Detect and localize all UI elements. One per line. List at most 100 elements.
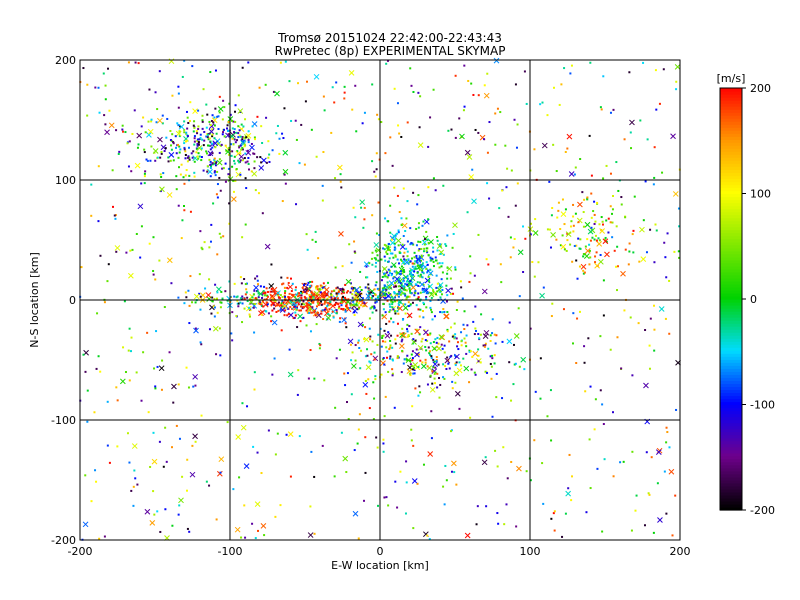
scatter-dot — [399, 333, 402, 336]
scatter-dot — [290, 301, 293, 304]
scatter-dot — [389, 346, 392, 349]
scatter-dot — [208, 328, 211, 331]
colorbar-segment — [720, 353, 742, 357]
scatter-dot — [415, 227, 418, 230]
scatter-dot — [252, 306, 255, 309]
colorbar-segment — [720, 133, 742, 137]
scatter-cross — [128, 272, 134, 279]
scatter-dot — [589, 61, 592, 64]
scatter-dot — [645, 451, 648, 454]
scatter-dot — [209, 163, 212, 166]
colorbar-segment — [720, 139, 742, 143]
scatter-dot — [568, 453, 571, 456]
scatter-cross — [674, 64, 681, 70]
scatter-dot — [418, 248, 421, 251]
x-axis-label: E-W location [km] — [331, 559, 429, 572]
scatter-dot — [425, 297, 428, 300]
scatter-dot — [514, 83, 517, 86]
scatter-dot — [408, 282, 411, 285]
scatter-dot — [432, 265, 435, 268]
colorbar-segment — [720, 289, 742, 294]
scatter-dot — [263, 534, 266, 537]
scatter-dot — [389, 344, 392, 347]
scatter-dot — [184, 150, 187, 153]
scatter-cross — [454, 390, 461, 397]
scatter-dot — [218, 176, 221, 179]
scatter-dot — [233, 155, 236, 158]
scatter-dot — [293, 305, 296, 308]
scatter-dot — [408, 270, 411, 273]
scatter-dot — [184, 291, 187, 294]
scatter-dot — [188, 530, 191, 533]
scatter-dot — [345, 291, 348, 294]
scatter-dot — [347, 298, 350, 301]
scatter-dot — [638, 260, 641, 263]
scatter-dot — [424, 361, 427, 364]
colorbar-segment — [720, 271, 742, 276]
scatter-dot — [599, 335, 602, 338]
colorbar-segment — [720, 497, 742, 502]
scatter-dot — [143, 182, 146, 185]
scatter-dot — [335, 357, 338, 360]
scatter-dot — [414, 260, 417, 263]
scatter-dot — [244, 293, 247, 296]
scatter-cross — [108, 122, 115, 129]
scatter-dot — [389, 136, 392, 139]
scatter-dot — [664, 317, 667, 320]
scatter-dot — [228, 202, 231, 205]
scatter-dot — [289, 475, 292, 478]
scatter-dot — [510, 169, 513, 172]
scatter-dot — [297, 303, 300, 306]
scatter-dot — [414, 265, 417, 268]
scatter-dot — [303, 303, 306, 306]
scatter-dot — [477, 233, 480, 236]
scatter-dot — [421, 337, 424, 340]
scatter-dot — [412, 527, 415, 530]
scatter-dot — [147, 120, 150, 123]
scatter-dot — [513, 363, 516, 366]
scatter-dot — [201, 120, 204, 123]
scatter-dot — [314, 230, 317, 233]
scatter-dot — [308, 311, 311, 314]
scatter-dot — [383, 272, 386, 275]
scatter-dot — [370, 306, 373, 309]
scatter-dot — [456, 345, 459, 348]
scatter-dot — [337, 292, 340, 295]
scatter-dot — [463, 310, 466, 313]
scatter-dot — [293, 303, 296, 306]
y-axis-label: N-S location [km] — [28, 252, 41, 348]
scatter-dot — [304, 288, 307, 291]
scatter-dot — [239, 152, 242, 155]
scatter-dot — [256, 115, 259, 118]
scatter-cross — [353, 286, 360, 293]
scatter-dot — [161, 122, 164, 125]
scatter-dot — [336, 286, 339, 289]
scatter-dot — [186, 156, 189, 159]
scatter-dot — [563, 248, 566, 251]
scatter-cross — [227, 176, 234, 182]
scatter-dot — [187, 155, 190, 158]
scatter-dot — [342, 295, 345, 298]
scatter-cross — [639, 226, 645, 233]
scatter-dot — [456, 300, 459, 303]
scatter-dot — [260, 125, 263, 128]
scatter-dot — [360, 289, 363, 292]
scatter-dot — [420, 275, 423, 278]
scatter-dot — [316, 288, 319, 291]
scatter-dot — [251, 522, 254, 525]
scatter-dot — [362, 305, 365, 308]
scatter-dot — [186, 127, 189, 130]
scatter-cross — [438, 334, 445, 340]
scatter-dot — [188, 304, 191, 307]
scatter-dot — [213, 124, 216, 127]
scatter-dot — [124, 371, 127, 374]
colorbar-segment — [720, 154, 742, 158]
scatter-dot — [375, 168, 378, 171]
scatter-dot — [374, 265, 377, 268]
scatter-dot — [575, 244, 578, 247]
colorbar-segment — [720, 178, 742, 183]
scatter-dot — [503, 523, 506, 526]
scatter-dot — [639, 119, 642, 122]
scatter-dot — [286, 307, 289, 310]
scatter-cross — [330, 308, 337, 315]
